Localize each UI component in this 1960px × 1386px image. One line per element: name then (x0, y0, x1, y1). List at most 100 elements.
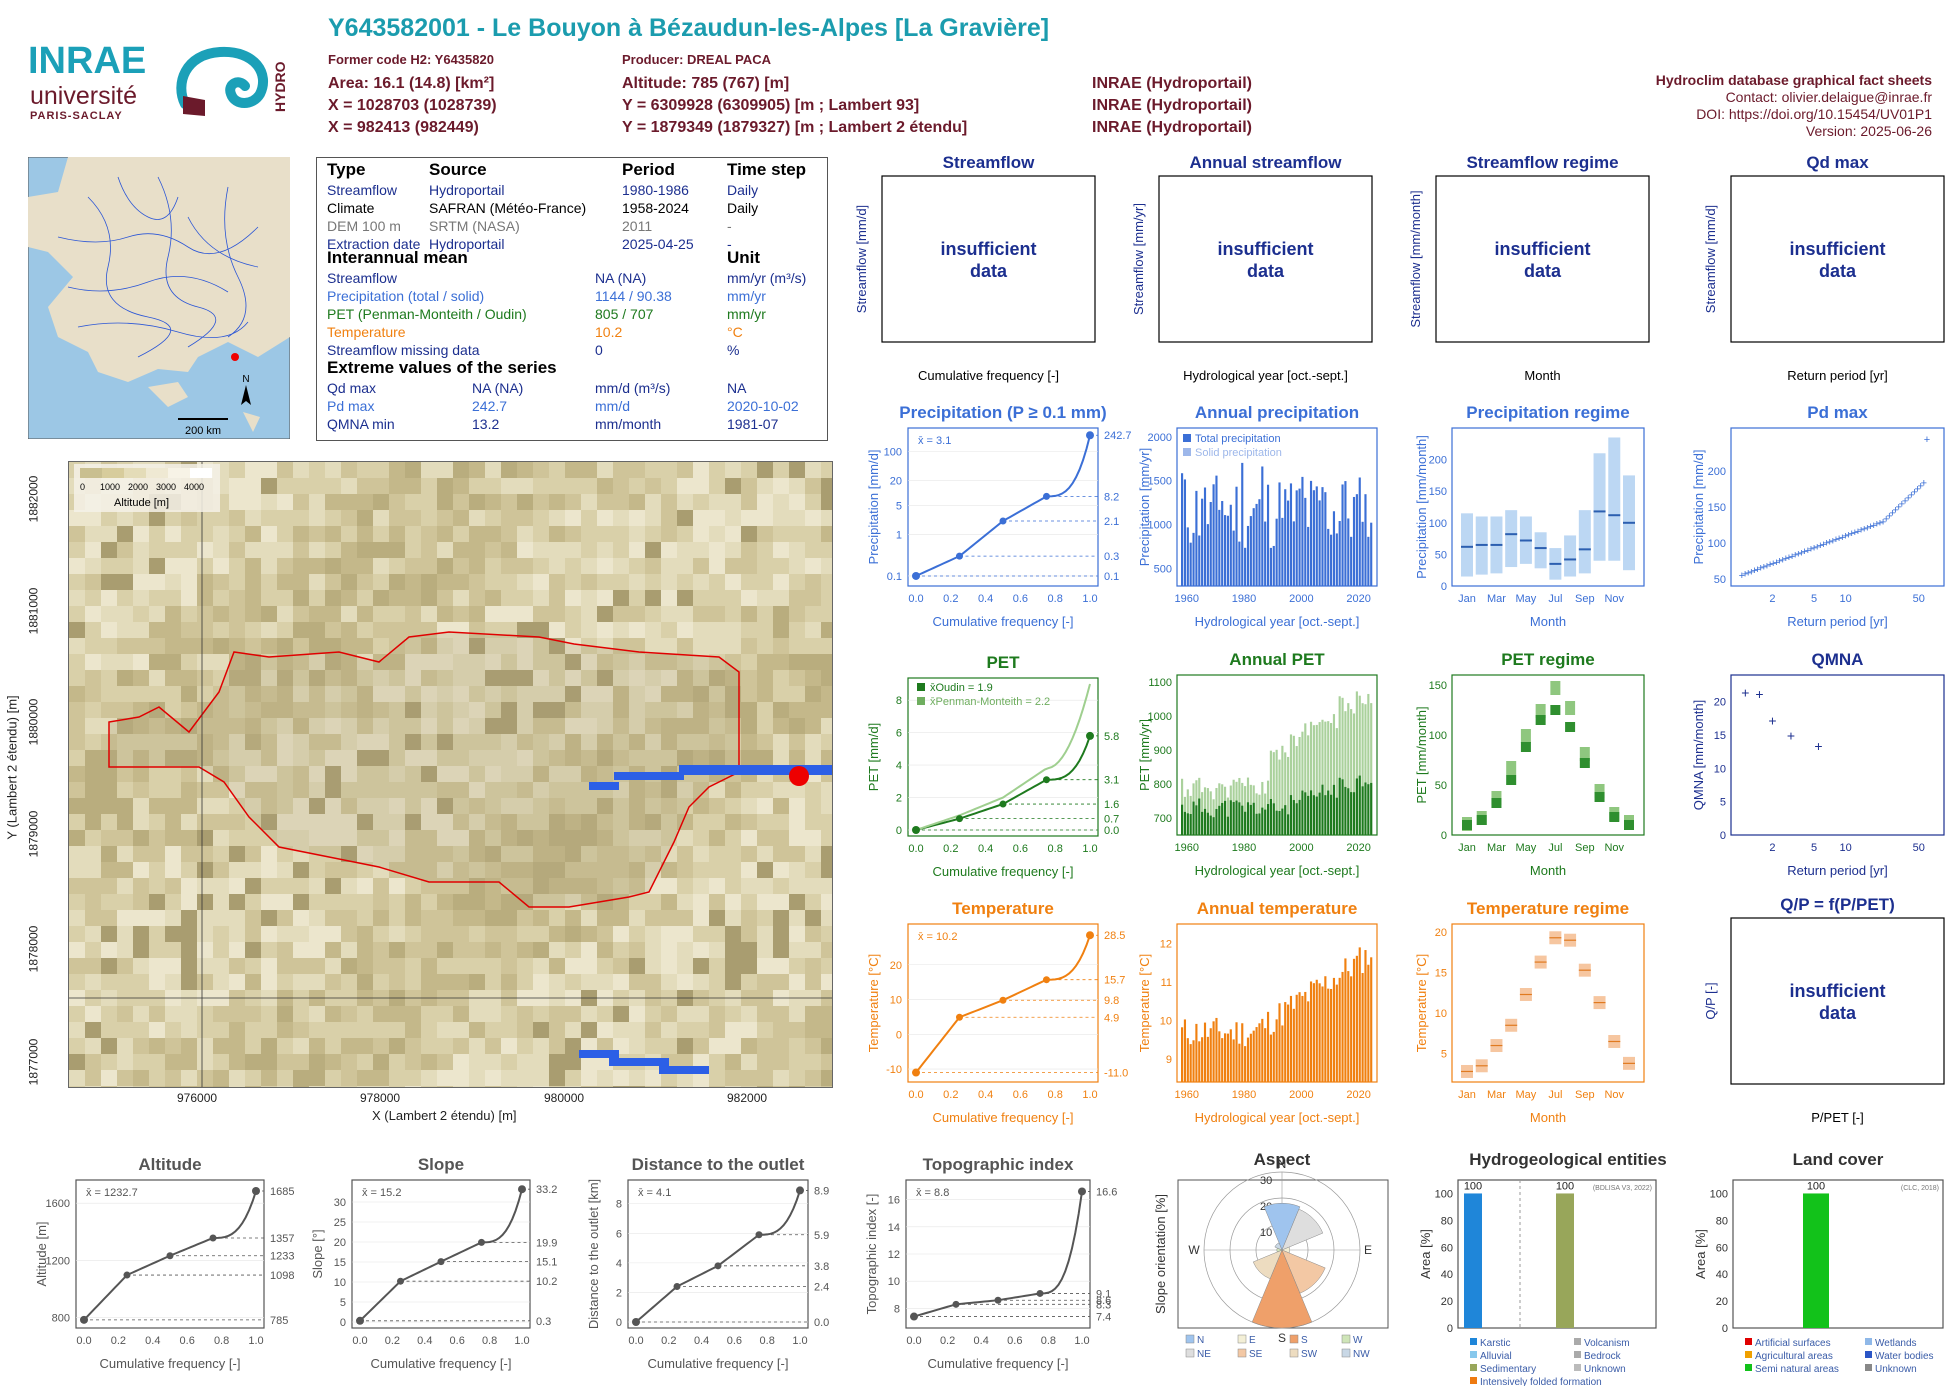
annual-bar (1295, 490, 1298, 586)
x-tick: Jan (1458, 1089, 1476, 1101)
annual-bar-light (1341, 697, 1344, 835)
x-axis-label: Cumulative frequency [-] (648, 1356, 789, 1371)
y-axis-label: Area [%] (1418, 1229, 1433, 1279)
annual-bar-light (1318, 722, 1321, 835)
regime-box-oudin (1565, 722, 1576, 732)
x-tick: Jul (1548, 842, 1562, 854)
annual-bar (1223, 800, 1227, 835)
y-tick: 800 (1154, 779, 1172, 791)
y-tick: 30 (334, 1197, 346, 1209)
annual-bar-light (1275, 749, 1278, 835)
x-tick: 0.2 (385, 1335, 400, 1347)
x-axis-label: Cumulative frequency [-] (918, 368, 1059, 383)
pdmax-point: + (1877, 518, 1883, 530)
y-tick: 8 (894, 1303, 900, 1315)
annual-bar (1221, 802, 1224, 835)
annual-bar (1364, 494, 1367, 586)
legend-penman: x̄Penman-Monteith = 2.2 (930, 696, 1050, 708)
x-lambert2e: X = 982413 (982449) (328, 119, 479, 136)
plot-frame (75, 1179, 265, 1329)
annual-bar (1324, 976, 1327, 1082)
annual-bar (1238, 802, 1241, 835)
y-tick: 200 (1708, 466, 1726, 478)
quantile-point (1043, 976, 1050, 984)
quantile-point (1036, 1289, 1044, 1297)
x-tick: Nov (1604, 1089, 1624, 1101)
annual-bar (1358, 775, 1361, 835)
plot-frame (1730, 674, 1945, 836)
y-axis-label: Streamflow [mm/yr] (1131, 203, 1146, 315)
y-tick: 20 (1714, 697, 1726, 709)
altitude-legend: 0 1000 2000 3000 4000 Altitude [m] (74, 464, 220, 512)
pdmax-point: + (1779, 554, 1785, 566)
annual-bar (1246, 1037, 1250, 1082)
mean-value: 1144 / 90.38 (595, 288, 672, 304)
y-lambert2e: Y = 1879349 (1879327) [m ; Lambert 2 éte… (622, 119, 968, 136)
x-tick: Jan (1458, 842, 1476, 854)
quantile-point (714, 1262, 722, 1270)
quantile-point (956, 815, 963, 823)
annual-bar (1301, 476, 1304, 586)
header-time-step: Time step (727, 160, 807, 179)
contact: Contact: olivier.delaigue@inrae.fr (1725, 89, 1932, 105)
annual-bar (1198, 1041, 1201, 1082)
x-tick: 0.4 (145, 1335, 160, 1347)
x-tick: 2020 (1346, 593, 1370, 605)
x-tick: 0.8 (1048, 843, 1063, 855)
annual-bar (1307, 1001, 1310, 1082)
pdmax-point: + (1911, 486, 1917, 498)
annual-bar (1226, 816, 1229, 835)
x-tick: 1.0 (1082, 1089, 1097, 1101)
quantile-point (952, 1300, 960, 1308)
x-tick: May (1516, 842, 1537, 854)
quantile-point (632, 1318, 640, 1326)
annual-bar (1298, 488, 1301, 586)
hydro-spiral-icon (176, 46, 269, 109)
annual-bar (1264, 809, 1267, 835)
insufficient-data: data (1524, 261, 1562, 281)
annual-bar (1212, 817, 1215, 835)
insufficient-data: data (1819, 1003, 1857, 1023)
y-tick: 80 (1716, 1215, 1728, 1227)
plot-frame (1435, 175, 1650, 343)
quantile-value: 28.5 (1104, 930, 1125, 942)
regime-box-oudin (1491, 798, 1502, 808)
source-y: INRAE (Hydroportail) (1092, 119, 1252, 136)
annual-bar (1347, 971, 1350, 1082)
pdmax-point: + (1798, 547, 1804, 559)
pdmax-point: + (1748, 566, 1754, 578)
y-tick: 1200 (46, 1255, 70, 1267)
extreme-date: NA (727, 380, 747, 396)
paris-saclay-logo-text: PARIS-SACLAY (30, 110, 123, 122)
landcover-legend: Water bodies (1875, 1351, 1934, 1362)
pdmax-point: + (1889, 507, 1895, 519)
quantile-point (478, 1238, 485, 1246)
river-segment (659, 1066, 709, 1074)
x-tick: 0.4 (417, 1335, 432, 1347)
x-tick: 50 (1913, 593, 1925, 605)
header-source: Source (429, 160, 487, 179)
annual-bar-light (1281, 745, 1284, 835)
annual-bar-light (1307, 735, 1310, 835)
quantile-point (437, 1258, 445, 1266)
annual-bar (1181, 473, 1184, 586)
pdmax-point: + (1908, 489, 1914, 501)
annual-bar (1269, 547, 1272, 586)
annual-bar (1261, 807, 1264, 835)
legend-title: Altitude [m] (114, 497, 169, 509)
y-lambert93: Y = 6309928 (6309905) [m ; Lambert 93] (622, 97, 920, 114)
aspect-legend: N (1197, 1335, 1204, 1346)
x-axis-label: Month (1530, 863, 1566, 878)
qmna-point: + (1768, 713, 1776, 729)
x-tick: 2020 (1346, 1089, 1370, 1101)
x-tick: Jul (1548, 1089, 1562, 1101)
annual-bar (1229, 1029, 1232, 1082)
panel-title: Temperature (952, 899, 1054, 918)
y-tick: 6 (896, 728, 902, 740)
pdmax-point: + (1805, 545, 1811, 557)
aspect-sector (1252, 1249, 1283, 1280)
annual-bar (1201, 811, 1204, 835)
annual-bar (1181, 804, 1184, 835)
x-tick: Mar (1487, 842, 1506, 854)
quantile-value: 1685 (270, 1186, 294, 1198)
